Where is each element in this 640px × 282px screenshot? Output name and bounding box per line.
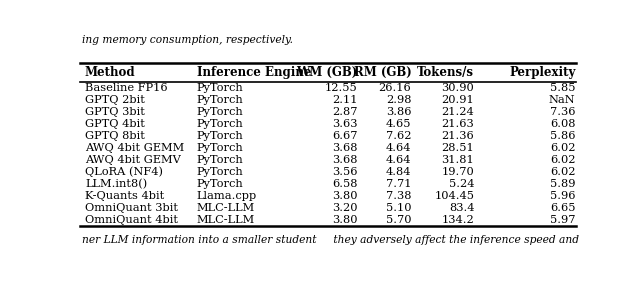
Text: 6.02: 6.02 <box>550 167 575 177</box>
Text: 3.80: 3.80 <box>332 191 358 201</box>
Text: Baseline FP16: Baseline FP16 <box>85 83 168 93</box>
Text: ner LLM information into a smaller student     they adversely affect the inferen: ner LLM information into a smaller stude… <box>83 235 579 245</box>
Text: 104.45: 104.45 <box>435 191 474 201</box>
Text: GPTQ 2bit: GPTQ 2bit <box>85 95 145 105</box>
Text: 21.63: 21.63 <box>442 119 474 129</box>
Text: MLC-LLM: MLC-LLM <box>196 215 255 225</box>
Text: 7.62: 7.62 <box>386 131 412 141</box>
Text: K-Quants 4bit: K-Quants 4bit <box>85 191 164 201</box>
Text: AWQ 4bit GEMV: AWQ 4bit GEMV <box>85 155 181 165</box>
Text: 83.4: 83.4 <box>449 203 474 213</box>
Text: 21.36: 21.36 <box>442 131 474 141</box>
Text: 3.56: 3.56 <box>332 167 358 177</box>
Text: GPTQ 3bit: GPTQ 3bit <box>85 107 145 117</box>
Text: PyTorch: PyTorch <box>196 95 243 105</box>
Text: Perplexity: Perplexity <box>509 66 575 79</box>
Text: GPTQ 4bit: GPTQ 4bit <box>85 119 145 129</box>
Text: 5.86: 5.86 <box>550 131 575 141</box>
Text: 7.36: 7.36 <box>550 107 575 117</box>
Text: 5.85: 5.85 <box>550 83 575 93</box>
Text: 3.68: 3.68 <box>332 155 358 165</box>
Text: OmniQuant 4bit: OmniQuant 4bit <box>85 215 178 225</box>
Text: 5.96: 5.96 <box>550 191 575 201</box>
Text: AWQ 4bit GEMM: AWQ 4bit GEMM <box>85 143 184 153</box>
Text: 4.84: 4.84 <box>386 167 412 177</box>
Text: 6.65: 6.65 <box>550 203 575 213</box>
Text: PyTorch: PyTorch <box>196 107 243 117</box>
Text: 2.11: 2.11 <box>332 95 358 105</box>
Text: PyTorch: PyTorch <box>196 143 243 153</box>
Text: 3.63: 3.63 <box>332 119 358 129</box>
Text: 30.90: 30.90 <box>442 83 474 93</box>
Text: 134.2: 134.2 <box>442 215 474 225</box>
Text: 7.71: 7.71 <box>386 179 412 189</box>
Text: 2.98: 2.98 <box>386 95 412 105</box>
Text: 3.68: 3.68 <box>332 143 358 153</box>
Text: WM (GB): WM (GB) <box>296 66 358 79</box>
Text: ing memory consumption, respectively.: ing memory consumption, respectively. <box>83 35 294 45</box>
Text: GPTQ 8bit: GPTQ 8bit <box>85 131 145 141</box>
Text: MLC-LLM: MLC-LLM <box>196 203 255 213</box>
Text: Tokens/s: Tokens/s <box>417 66 474 79</box>
Text: 4.64: 4.64 <box>386 143 412 153</box>
Text: PyTorch: PyTorch <box>196 179 243 189</box>
Text: Method: Method <box>85 66 136 79</box>
Text: PyTorch: PyTorch <box>196 155 243 165</box>
Text: 31.81: 31.81 <box>442 155 474 165</box>
Text: NaN: NaN <box>549 95 575 105</box>
Text: 3.20: 3.20 <box>332 203 358 213</box>
Text: 6.67: 6.67 <box>332 131 358 141</box>
Text: 6.08: 6.08 <box>550 119 575 129</box>
Text: 5.10: 5.10 <box>386 203 412 213</box>
Text: OmniQuant 3bit: OmniQuant 3bit <box>85 203 178 213</box>
Text: RM (GB): RM (GB) <box>353 66 412 79</box>
Text: 3.86: 3.86 <box>386 107 412 117</box>
Text: 28.51: 28.51 <box>442 143 474 153</box>
Text: PyTorch: PyTorch <box>196 83 243 93</box>
Text: 26.16: 26.16 <box>379 83 412 93</box>
Text: 5.89: 5.89 <box>550 179 575 189</box>
Text: 4.65: 4.65 <box>386 119 412 129</box>
Text: 5.70: 5.70 <box>386 215 412 225</box>
Text: 2.87: 2.87 <box>332 107 358 117</box>
Text: 3.80: 3.80 <box>332 215 358 225</box>
Text: 19.70: 19.70 <box>442 167 474 177</box>
Text: Inference Engine: Inference Engine <box>196 66 311 79</box>
Text: 5.24: 5.24 <box>449 179 474 189</box>
Text: 6.02: 6.02 <box>550 143 575 153</box>
Text: 4.64: 4.64 <box>386 155 412 165</box>
Text: QLoRA (NF4): QLoRA (NF4) <box>85 167 163 177</box>
Text: 6.02: 6.02 <box>550 155 575 165</box>
Text: PyTorch: PyTorch <box>196 131 243 141</box>
Text: PyTorch: PyTorch <box>196 119 243 129</box>
Text: 20.91: 20.91 <box>442 95 474 105</box>
Text: 21.24: 21.24 <box>442 107 474 117</box>
Text: 5.97: 5.97 <box>550 215 575 225</box>
Text: 12.55: 12.55 <box>325 83 358 93</box>
Text: PyTorch: PyTorch <box>196 167 243 177</box>
Text: LLM.int8(): LLM.int8() <box>85 179 147 189</box>
Text: Llama.cpp: Llama.cpp <box>196 191 257 201</box>
Text: 7.38: 7.38 <box>386 191 412 201</box>
Text: 6.58: 6.58 <box>332 179 358 189</box>
